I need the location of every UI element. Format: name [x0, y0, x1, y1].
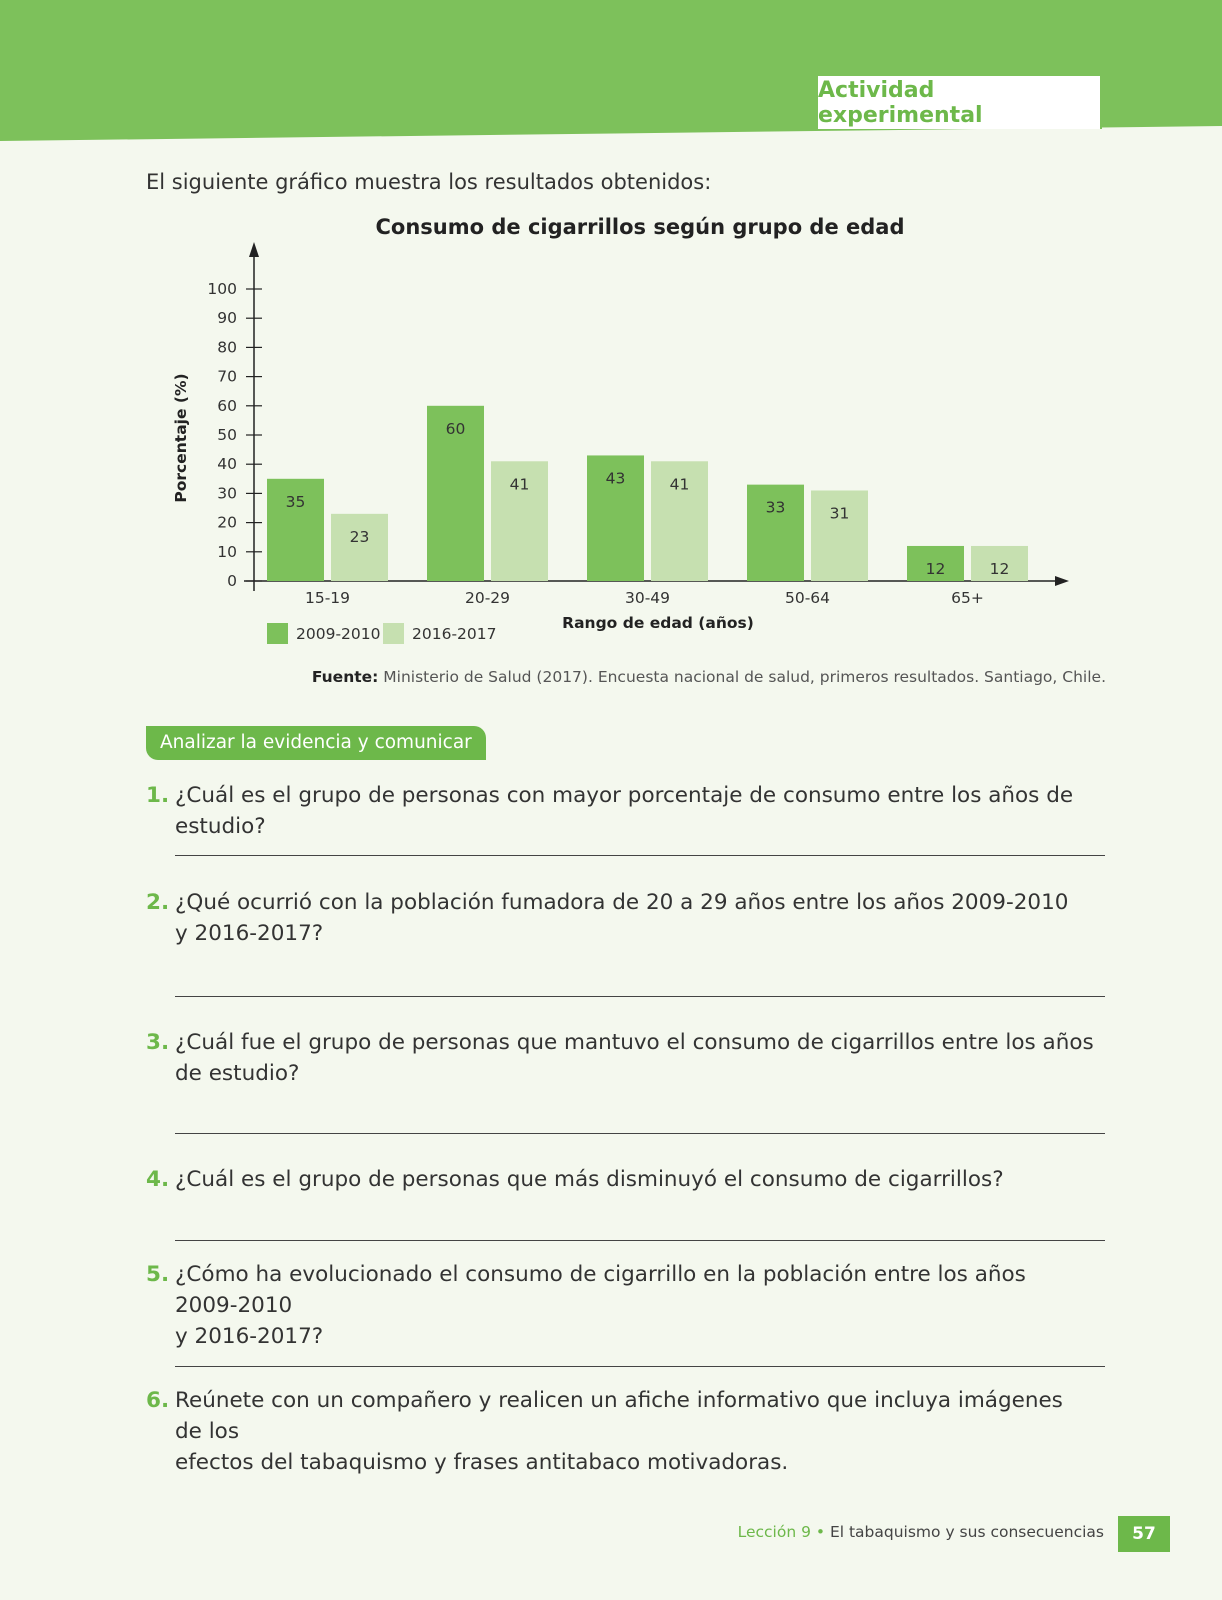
x-tick-label: 15-19 — [305, 589, 350, 607]
y-tick-label: 50 — [217, 426, 237, 444]
x-tick-label: 20-29 — [465, 589, 510, 607]
bar-value-label: 60 — [446, 420, 466, 438]
x-axis-arrow — [1055, 576, 1069, 586]
bar-value-label: 41 — [510, 475, 530, 493]
lesson-separator: • — [810, 1523, 830, 1541]
y-tick-label: 0 — [227, 572, 237, 590]
bar — [331, 513, 388, 581]
lesson-label: Lección 9 — [737, 1523, 811, 1541]
legend-label: 2009-2010 — [296, 625, 381, 643]
source-text: Ministerio de Salud (2017). Encuesta nac… — [383, 668, 1106, 686]
question-text: Reúnete con un compañero y realicen un a… — [175, 1388, 1063, 1475]
question-number: 2. — [146, 890, 170, 915]
legend-label: 2016-2017 — [412, 625, 497, 643]
intro-text: El siguiente gráfico muestra los resulta… — [146, 170, 712, 194]
question-number: 6. — [146, 1388, 170, 1413]
page-number-text: 57 — [1132, 1524, 1156, 1544]
y-axis-title: Porcentaje (%) — [172, 373, 190, 502]
answer-line-2[interactable] — [175, 996, 1105, 997]
x-tick-label: 30-49 — [625, 589, 670, 607]
bar-value-label: 12 — [990, 560, 1010, 578]
source-label: Fuente: — [311, 668, 379, 686]
bar — [491, 461, 548, 581]
question-number: 3. — [146, 1030, 170, 1055]
bar-chart: Consumo de cigarrillos según grupo de ed… — [172, 215, 1069, 644]
question-text: ¿Cuál fue el grupo de personas que mantu… — [175, 1030, 1094, 1086]
question-text: ¿Cuál es el grupo de personas que más di… — [175, 1167, 1004, 1192]
bar — [587, 455, 644, 581]
activity-tag-label: Actividad experimental — [818, 77, 983, 128]
answer-line-3[interactable] — [175, 1133, 1105, 1134]
x-axis-title: Rango de edad (años) — [562, 614, 754, 632]
y-tick-label: 70 — [217, 368, 237, 386]
legend-swatch — [383, 623, 404, 644]
answer-line-5[interactable] — [175, 1366, 1105, 1367]
bar — [427, 405, 484, 581]
bar-value-label: 35 — [286, 493, 306, 511]
question-text: ¿Qué ocurrió con la población fumadora d… — [175, 890, 1069, 946]
y-tick-label: 60 — [217, 397, 237, 415]
legend-swatch — [267, 623, 288, 644]
chart-title: Consumo de cigarrillos según grupo de ed… — [376, 215, 905, 239]
bar-value-label: 31 — [830, 504, 850, 522]
bar — [267, 478, 324, 581]
bar — [747, 484, 804, 581]
bar-value-label: 12 — [926, 560, 946, 578]
bar — [971, 545, 1028, 581]
question-text: ¿Cuál es el grupo de personas con mayor … — [175, 783, 1074, 839]
y-tick-label: 30 — [217, 484, 237, 502]
bar-value-label: 33 — [766, 499, 786, 517]
y-tick-label: 10 — [217, 543, 237, 561]
bar — [651, 461, 708, 581]
footer-lesson: Lección 9 • El tabaquismo y sus consecue… — [738, 1523, 1104, 1541]
section-label: Analizar la evidencia y comunicar — [146, 726, 486, 760]
y-tick-label: 100 — [207, 280, 237, 298]
activity-tag: Actividad experimental — [816, 74, 1102, 129]
question-text: ¿Cómo ha evolucionado el consumo de ciga… — [175, 1262, 1026, 1349]
answer-line-4[interactable] — [175, 1240, 1105, 1241]
y-tick-label: 40 — [217, 455, 237, 473]
page-number: 57 — [1118, 1516, 1170, 1552]
x-tick-label: 50-64 — [785, 589, 830, 607]
question-number: 5. — [146, 1262, 170, 1287]
y-tick-label: 80 — [217, 338, 237, 356]
y-axis-arrow — [249, 242, 259, 257]
answer-line-1[interactable] — [175, 855, 1105, 856]
question-number: 4. — [146, 1167, 170, 1192]
y-tick-label: 20 — [217, 514, 237, 532]
question-number: 1. — [146, 783, 170, 808]
bar — [907, 545, 964, 581]
bar-value-label: 43 — [606, 469, 626, 487]
bar-value-label: 23 — [350, 528, 370, 546]
y-tick-label: 90 — [217, 309, 237, 327]
lesson-topic: El tabaquismo y sus consecuencias — [829, 1523, 1104, 1541]
source-note: Fuente: Ministerio de Salud (2017). Encu… — [312, 668, 1106, 686]
x-tick-label: 65+ — [951, 589, 984, 607]
bar — [811, 490, 868, 581]
bar-value-label: 41 — [670, 475, 690, 493]
